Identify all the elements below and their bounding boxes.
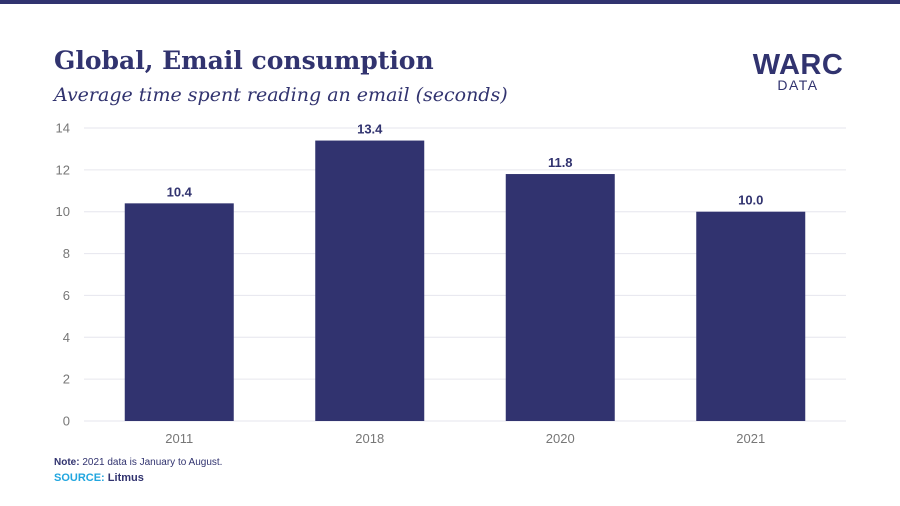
y-tick-label: 4	[63, 330, 70, 345]
source-line: SOURCE: Litmus	[54, 472, 144, 484]
logo-subtext: DATA	[777, 77, 819, 93]
data-label: 13.4	[357, 122, 383, 137]
y-tick-label: 10	[56, 204, 70, 219]
x-tick-label: 2020	[546, 431, 575, 446]
data-label: 11.8	[548, 155, 573, 170]
value-labels: 10.4 13.4 11.8 10.0	[167, 122, 764, 208]
y-tick-label: 6	[63, 288, 70, 303]
warc-data-logo: WARC DATA	[748, 50, 848, 92]
chart-title: Global, Email consumption	[54, 46, 434, 75]
note-label: Note:	[54, 457, 80, 468]
bar	[124, 203, 234, 421]
y-tick-label: 8	[63, 246, 70, 261]
y-axis-ticks: 0 2 4 6 8 10 12 14	[56, 121, 70, 429]
top-accent-bar	[0, 0, 900, 4]
y-tick-label: 2	[63, 372, 70, 387]
bar	[505, 174, 615, 421]
source-value: Litmus	[107, 472, 144, 484]
x-axis-ticks: 2011 2018 2020 2021	[165, 431, 765, 446]
data-label: 10.4	[167, 184, 193, 199]
footnote: Note: 2021 data is January to August.	[54, 457, 222, 468]
y-tick-label: 0	[63, 414, 70, 429]
bars	[124, 140, 806, 422]
x-tick-label: 2018	[355, 431, 384, 446]
x-tick-label: 2011	[165, 431, 193, 446]
data-label: 10.0	[738, 193, 763, 208]
bar	[315, 140, 425, 422]
x-tick-label: 2021	[736, 431, 765, 446]
y-tick-label: 14	[56, 121, 70, 136]
y-tick-label: 12	[56, 162, 70, 177]
logo-wordmark: WARC	[752, 49, 844, 81]
source-label: SOURCE:	[54, 472, 105, 484]
bar	[696, 211, 806, 421]
chart-subtitle: Average time spent reading an email (sec…	[54, 84, 508, 106]
note-text: 2021 data is January to August.	[82, 457, 223, 468]
